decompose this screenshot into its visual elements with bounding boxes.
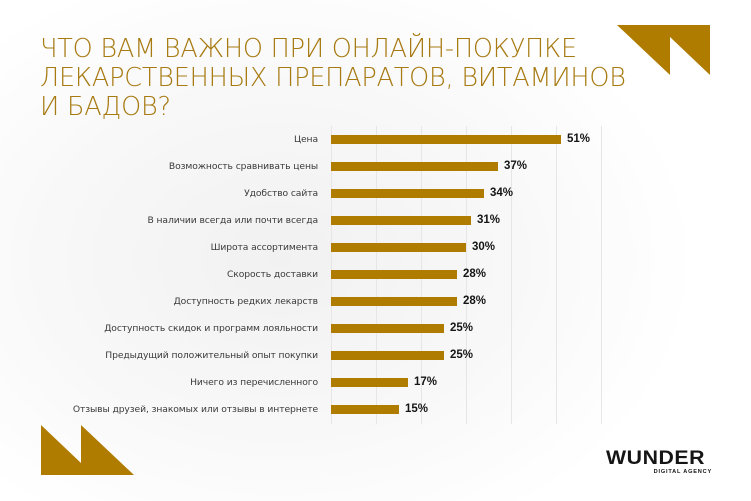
bar-value: 28%	[463, 268, 487, 280]
bar-row: Возможность сравнивать цены 37%	[0, 153, 751, 180]
bar-row: Отзывы друзей, знакомых или отзывы в инт…	[0, 396, 751, 423]
bar-value: 30%	[472, 241, 496, 253]
bar-row: Предыдущий положительный опыт покупки 25…	[0, 342, 751, 369]
bar-value: 25%	[450, 349, 474, 361]
bar-label: Ничего из перечисленного	[190, 377, 318, 388]
bar-row: Ничего из перечисленного 17%	[0, 369, 751, 396]
bar	[331, 324, 444, 333]
bar-label: Доступность редких лекарств	[173, 296, 318, 307]
logo-wordmark: WUNDER	[606, 448, 706, 469]
bar-label: Доступность скидок и программ лояльности	[104, 323, 318, 334]
bar	[331, 351, 444, 360]
bar-value: 28%	[463, 295, 487, 307]
bar-value: 25%	[450, 322, 474, 334]
bar	[331, 162, 498, 171]
bar-label: Предыдущий положительный опыт покупки	[105, 350, 318, 361]
bar-row: Широта ассортимента 30%	[0, 234, 751, 261]
bar-label: В наличии всегда или почти всегда	[147, 215, 318, 226]
gridline-40	[511, 126, 512, 424]
gridline-50	[556, 126, 557, 424]
bar	[331, 270, 457, 279]
bar-row: Доступность скидок и программ лояльности…	[0, 315, 751, 342]
gridline-30	[466, 126, 467, 424]
bar-row: В наличии всегда или почти всегда 31%	[0, 207, 751, 234]
bar	[331, 189, 484, 198]
bar	[331, 243, 466, 252]
bar-label: Удобство сайта	[244, 188, 318, 199]
wunder-logo: WUNDER DIGITAL AGENCY	[606, 449, 712, 479]
top-right-double-triangle-icon	[617, 25, 710, 75]
bar-label: Возможность сравнивать цены	[168, 161, 318, 172]
title-line-3: и бадов?	[40, 92, 171, 122]
bar-value: 37%	[504, 160, 528, 172]
bar-row: Доступность редких лекарств 28%	[0, 288, 751, 315]
bar-value: 17%	[414, 376, 438, 388]
bottom-left-double-triangle-icon	[41, 425, 134, 475]
bar	[331, 378, 408, 387]
bar-label: Скорость доставки	[226, 269, 318, 280]
title-line-2: лекарственных препаратов, витаминов	[40, 63, 626, 93]
gridline-60	[601, 126, 602, 424]
bar-label: Широта ассортимента	[210, 242, 318, 253]
title-line-1: Что вам важно при онлайн-покупке	[40, 34, 577, 64]
bar-row: Цена 51%	[0, 126, 751, 153]
bar-label: Отзывы друзей, знакомых или отзывы в инт…	[72, 404, 318, 415]
bar-label: Цена	[293, 134, 318, 145]
bar-row: Скорость доставки 28%	[0, 261, 751, 288]
bar	[331, 405, 399, 414]
bar	[331, 135, 561, 144]
logo-subtitle: DIGITAL AGENCY	[653, 469, 712, 475]
bar	[331, 216, 471, 225]
bar	[331, 297, 457, 306]
bar-value: 31%	[477, 214, 501, 226]
chart-title: Что вам важно при онлайн-покупке лекарст…	[40, 35, 626, 122]
bar-value: 34%	[490, 187, 514, 199]
bar-value: 51%	[567, 133, 591, 145]
bar-value: 15%	[405, 403, 429, 415]
bar-row: Удобство сайта 34%	[0, 180, 751, 207]
